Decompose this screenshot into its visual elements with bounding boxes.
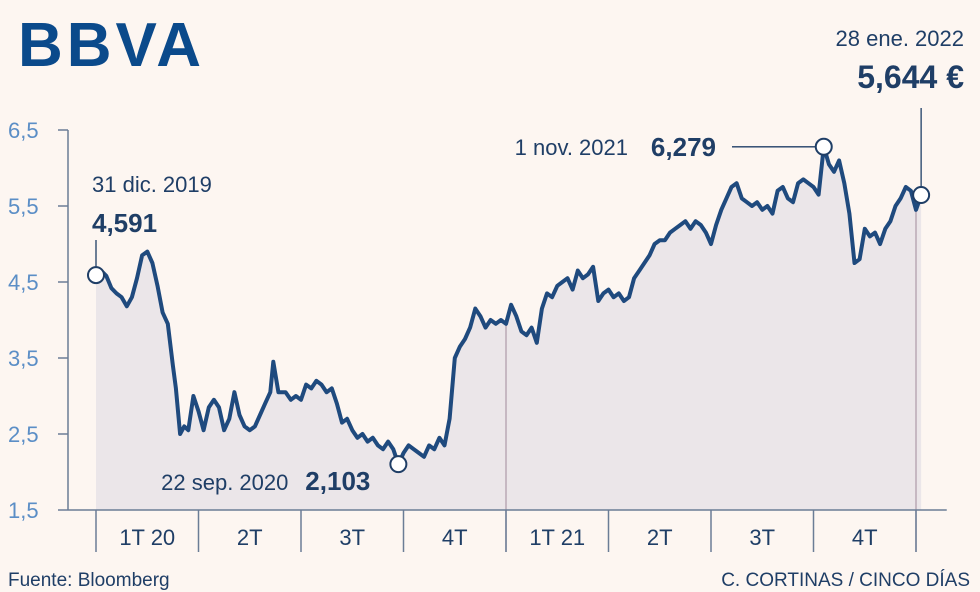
x-tick-label: 1T 20 bbox=[119, 525, 175, 550]
y-tick-label: 6,5 bbox=[8, 118, 39, 143]
bbva-logo: BBVA bbox=[18, 11, 205, 80]
x-tick-label: 3T bbox=[339, 525, 365, 550]
price-line bbox=[94, 144, 923, 467]
annotation-date: 22 sep. 2020 bbox=[161, 470, 288, 495]
annotation-value: 5,644 € bbox=[857, 59, 964, 95]
data-point-marker bbox=[814, 137, 833, 156]
data-point-marker bbox=[389, 455, 408, 474]
price-area bbox=[96, 146, 922, 510]
y-tick-label: 1,5 bbox=[8, 498, 39, 523]
x-tick-label: 4T bbox=[442, 525, 468, 550]
x-tick-label: 1T 21 bbox=[529, 525, 585, 550]
annotation-value: 6,279 bbox=[651, 132, 716, 162]
y-tick-label: 4,5 bbox=[8, 270, 39, 295]
x-tick-label: 3T bbox=[749, 525, 775, 550]
y-tick-label: 2,5 bbox=[8, 422, 39, 447]
data-point-marker bbox=[912, 186, 931, 205]
x-tick-label: 2T bbox=[237, 525, 263, 550]
annotation-date: 31 dic. 2019 bbox=[92, 172, 212, 197]
annotation-date: 28 ene. 2022 bbox=[836, 26, 964, 51]
x-tick-label: 2T bbox=[647, 525, 673, 550]
plot-area: 6,5 5,5 4,5 3,5 2,5 1,5 1T 20 2T 3T 4T 1T 21 2T 3T 4T… bbox=[8, 26, 964, 552]
credit-note: C. CORTINAS / CINCO DÍAS bbox=[721, 570, 970, 591]
annotation-value: 4,591 bbox=[92, 208, 157, 238]
annotation-value: 2,103 bbox=[305, 466, 370, 496]
source-note: Fuente: Bloomberg bbox=[8, 570, 170, 591]
x-tick-label: 4T bbox=[852, 525, 878, 550]
y-tick-label: 3,5 bbox=[8, 346, 39, 371]
annotation-date: 1 nov. 2021 bbox=[515, 135, 628, 160]
y-tick-label: 5,5 bbox=[8, 194, 39, 219]
data-point-marker bbox=[87, 266, 105, 285]
